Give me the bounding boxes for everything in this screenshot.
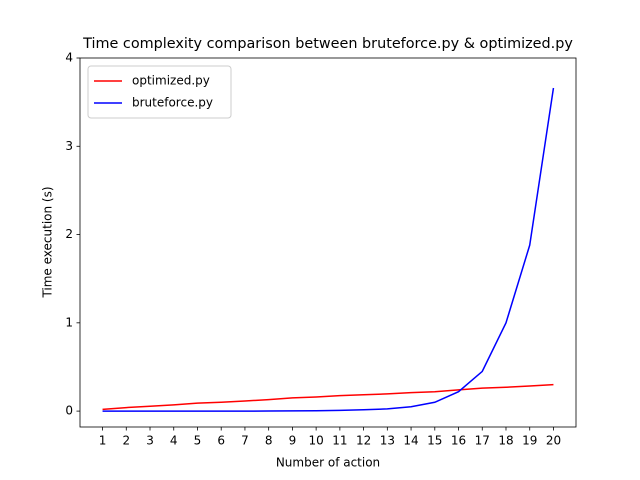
legend-label: bruteforce.py [132, 96, 213, 110]
y-tick-label: 2 [65, 227, 73, 241]
x-tick-label: 15 [427, 434, 442, 448]
x-tick-label: 13 [380, 434, 395, 448]
x-tick-label: 5 [194, 434, 202, 448]
x-tick-label: 18 [498, 434, 513, 448]
x-tick-label: 14 [403, 434, 418, 448]
x-tick-label: 9 [289, 434, 297, 448]
x-tick-label: 3 [146, 434, 154, 448]
x-tick-label: 12 [356, 434, 371, 448]
y-tick-label: 0 [65, 404, 73, 418]
line-series [102, 87, 555, 412]
x-tick-label: 20 [546, 434, 561, 448]
axes-frame [79, 57, 577, 428]
x-tick-label: 17 [475, 434, 490, 448]
x-axis-label: Number of action [276, 456, 380, 470]
x-tick-label: 6 [217, 434, 225, 448]
x-tick-label: 2 [122, 434, 130, 448]
x-tick-label: 8 [265, 434, 273, 448]
x-tick-label: 10 [308, 434, 323, 448]
legend-label: optimized.py [132, 74, 210, 88]
y-tick-label: 1 [65, 315, 73, 329]
x-tick-label: 1 [99, 434, 107, 448]
x-tick-label: 19 [522, 434, 537, 448]
legend-box [87, 65, 232, 119]
y-tick-label: 3 [65, 139, 73, 153]
x-tick-label: 11 [332, 434, 347, 448]
x-tick-label: 16 [451, 434, 466, 448]
y-axis-label: Time execution (s) [41, 186, 55, 298]
x-tick-label: 4 [170, 434, 178, 448]
x-tick-label: 7 [241, 434, 249, 448]
chart-title: Time complexity comparison between brute… [82, 36, 573, 52]
line-series [102, 383, 554, 411]
y-tick-label: 4 [65, 51, 73, 65]
